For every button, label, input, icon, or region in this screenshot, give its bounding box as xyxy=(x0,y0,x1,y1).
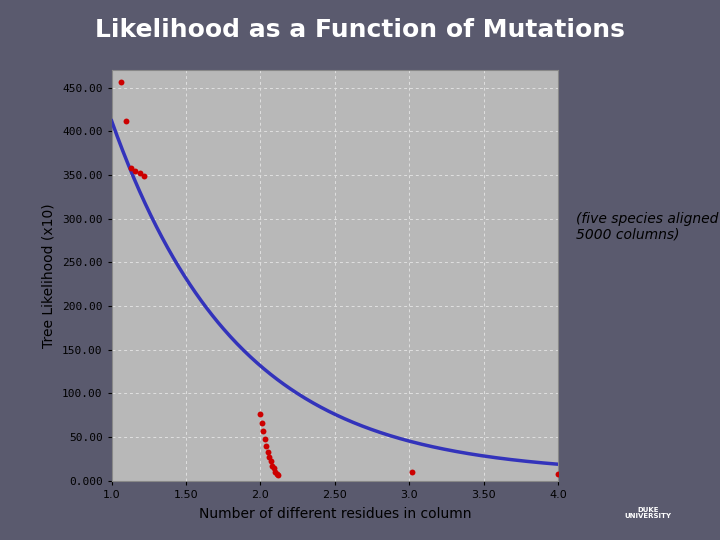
Point xyxy=(265,457,276,465)
Y-axis label: Tree Likelihood (x10): Tree Likelihood (x10) xyxy=(41,203,55,348)
Point xyxy=(114,77,126,86)
Point xyxy=(264,453,275,461)
Point xyxy=(272,471,284,480)
Point xyxy=(552,469,564,478)
Point xyxy=(125,164,137,172)
Point xyxy=(261,441,272,450)
Point xyxy=(268,464,279,472)
Point xyxy=(271,469,282,478)
Text: DUKE
UNIVERSITY: DUKE UNIVERSITY xyxy=(624,507,672,519)
Point xyxy=(266,462,278,470)
Point xyxy=(138,172,150,180)
Point xyxy=(121,117,132,125)
Point xyxy=(134,169,145,178)
X-axis label: Number of different residues in column: Number of different residues in column xyxy=(199,507,471,521)
Point xyxy=(255,410,266,418)
Text: (five species aligned over
5000 columns): (five species aligned over 5000 columns) xyxy=(576,212,720,242)
Point xyxy=(258,427,269,435)
Text: Likelihood as a Function of Mutations: Likelihood as a Function of Mutations xyxy=(95,18,625,42)
Point xyxy=(130,166,141,175)
Point xyxy=(262,448,274,456)
Point xyxy=(256,418,268,427)
Point xyxy=(406,468,418,476)
Point xyxy=(269,468,281,476)
Point xyxy=(259,434,271,443)
